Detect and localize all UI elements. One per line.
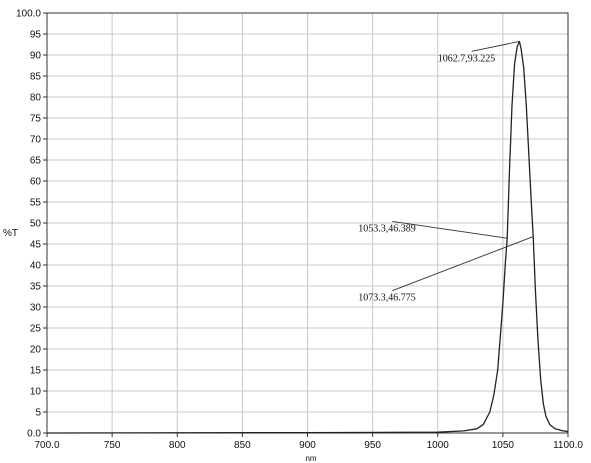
x-tick-label: 700.0 — [34, 440, 59, 451]
x-tick-label: 950 — [364, 440, 381, 451]
grid — [47, 13, 568, 433]
x-tick-label: 850 — [234, 440, 251, 451]
annotation-label: 1073.3,46.775 — [358, 293, 416, 304]
y-tick-label: 0.0 — [27, 429, 41, 440]
y-tick-label: 55 — [30, 198, 42, 209]
y-tick-label: 100.0 — [16, 9, 41, 20]
y-tick-label: 20 — [30, 345, 42, 356]
y-tick-label: 65 — [30, 156, 42, 167]
y-tick-label: 30 — [30, 303, 42, 314]
y-tick-label: 80 — [30, 93, 42, 104]
annotation-leader — [392, 236, 534, 292]
y-tick-label: 70 — [30, 135, 42, 146]
annotations: 1062.7,93.225 1053.3,46.389 1073.3,46.775 — [358, 41, 534, 304]
tick-labels: 700.0 750 800 850 900 950 1000 1050 1100.00.0510… — [16, 9, 583, 452]
transmission-curve — [46, 40, 569, 434]
axes — [43, 12, 569, 437]
y-tick-label: 90 — [30, 51, 42, 62]
annotation-leader — [392, 220, 508, 239]
x-tick-label: 1100.0 — [553, 440, 583, 451]
x-tick-label: 1000 — [427, 440, 450, 451]
y-tick-label: 85 — [30, 72, 42, 83]
x-axis-label: nm — [305, 454, 316, 463]
y-tick-label: 25 — [30, 324, 42, 335]
series-layer — [46, 40, 569, 434]
annotation-label: 1062.7,93.225 — [438, 53, 496, 64]
annotation-label: 1053.3,46.389 — [358, 223, 416, 234]
x-tick-label: 1050 — [492, 440, 515, 451]
y-tick-label: 50 — [30, 219, 42, 230]
y-tick-label: 60 — [30, 177, 42, 188]
x-tick-label: 800 — [169, 440, 186, 451]
y-tick-label: 5 — [35, 408, 41, 419]
y-tick-label: 35 — [30, 282, 42, 293]
y-tick-label: 95 — [30, 30, 42, 41]
x-tick-label: 750 — [104, 440, 121, 451]
x-tick-label: 900 — [299, 440, 316, 451]
y-tick-label: 15 — [30, 366, 42, 377]
annotation-leader — [471, 41, 520, 52]
y-tick-label: 45 — [30, 240, 42, 251]
y-tick-label: 40 — [30, 261, 42, 272]
y-tick-label: 75 — [30, 114, 42, 125]
y-tick-label: 10 — [30, 387, 42, 398]
y-axis-label: %T — [3, 228, 18, 239]
